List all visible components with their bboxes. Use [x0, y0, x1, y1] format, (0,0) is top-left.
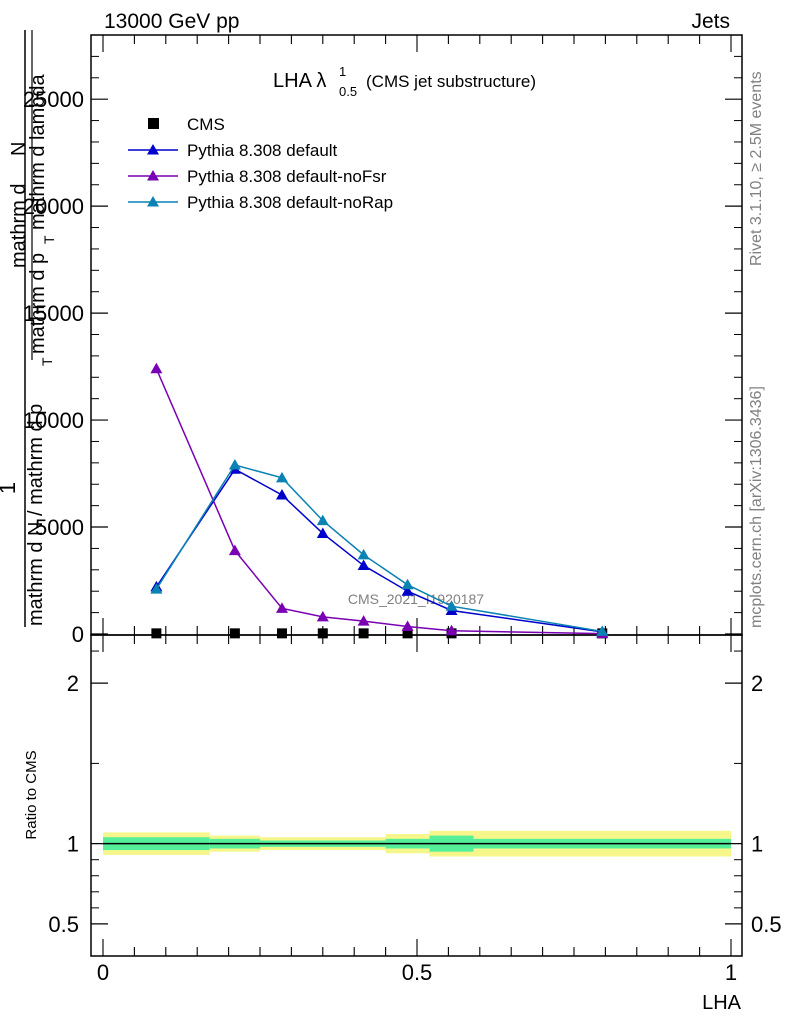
- data-point: [401, 585, 414, 596]
- main-y-label: 1 mathrm d N / mathrm d p T mathrm d N m…: [0, 30, 57, 627]
- series-pythia-8-308-default-norap: [150, 458, 609, 636]
- data-point: [357, 548, 370, 560]
- main-ytick-label: 10000: [23, 408, 84, 433]
- main-y-ticks: 0 5000 10000 15000 20000 25000: [23, 55, 742, 647]
- ratio-ytick-label-left: 0.5: [48, 912, 79, 937]
- legend-marker: [147, 170, 159, 181]
- data-point: [316, 527, 329, 538]
- plot-title-sub: 0.5: [339, 84, 357, 99]
- series-cms: [151, 628, 608, 639]
- ylabel-inner-numerator: mathrm d: [8, 184, 30, 268]
- legend-label: CMS: [187, 115, 225, 134]
- data-point-cms: [229, 628, 240, 639]
- data-point-cms: [151, 628, 162, 639]
- ratio-ytick-label-right: 2: [751, 671, 763, 696]
- ylabel-outer-denominator: mathrm d N / mathrm d p: [25, 404, 47, 626]
- legend-label: Pythia 8.308 default: [187, 141, 338, 160]
- series-pythia-8-308-default-nofsr: [150, 362, 609, 639]
- legend-marker-cms: [148, 118, 159, 129]
- legend-marker: [147, 196, 159, 207]
- plot-title: LHA λ 1 0.5 (CMS jet substructure): [273, 64, 536, 99]
- plot-title-main: LHA λ: [273, 70, 326, 92]
- ratio-frame: [90, 634, 743, 957]
- plot-title-paren: (CMS jet substructure): [366, 72, 536, 91]
- series-line: [155, 368, 603, 635]
- main-ytick-label: 25000: [23, 87, 84, 112]
- main-ytick-label: 0: [72, 622, 84, 647]
- ylabel-inner-denominator: mathrm d p: [27, 253, 49, 354]
- mcplots-label: mcplots.cern.ch [arXiv:1306.3436]: [748, 386, 765, 628]
- data-point: [150, 583, 163, 594]
- ylabel-inner-denominator-sub: T: [41, 235, 57, 244]
- ylabel-outer-numerator: 1: [0, 482, 20, 494]
- ratio-y-label: Ratio to CMS: [23, 750, 40, 839]
- series-layer: [150, 362, 609, 639]
- series-line: [155, 464, 603, 633]
- series-line: [155, 468, 603, 633]
- data-point: [316, 610, 329, 622]
- ylabel-outer-denominator-sub: T: [39, 357, 55, 366]
- xtick-label: 1: [725, 960, 737, 985]
- data-point: [401, 578, 414, 590]
- watermark: CMS_2021_I1920187: [348, 591, 484, 607]
- ylabel-inner-numerator-N: N: [8, 142, 30, 156]
- ratio-y-ticks: 0.5 0.5 1 1 2 2: [48, 650, 782, 937]
- rivet-label: Rivet 3.1.10, ≥ 2.5M events: [748, 71, 765, 266]
- data-point: [445, 600, 458, 611]
- main-ytick-label: 5000: [35, 515, 84, 540]
- xtick-label: 0.5: [402, 960, 433, 985]
- data-point: [357, 615, 370, 626]
- ratio-ytick-label-right: 1: [751, 832, 763, 857]
- data-point: [275, 471, 288, 483]
- main-ytick-label: 20000: [23, 194, 84, 219]
- data-point: [228, 544, 241, 556]
- legend: CMS Pythia 8.308 default Pythia 8.308 defa…: [128, 115, 393, 212]
- legend-marker: [147, 144, 159, 155]
- data-point: [228, 458, 241, 470]
- data-point: [275, 488, 288, 500]
- data-point: [357, 559, 370, 571]
- data-point-cms: [276, 628, 287, 639]
- data-point: [401, 620, 414, 632]
- plot-title-sup: 1: [339, 64, 346, 79]
- legend-label: Pythia 8.308 default-noRap: [187, 193, 393, 212]
- data-point: [316, 514, 329, 526]
- xtick-label: 0: [97, 960, 109, 985]
- x-axis-label: LHA: [702, 992, 742, 1014]
- data-point: [596, 625, 609, 636]
- ratio-ytick-label-left: 1: [67, 832, 79, 857]
- header-left: 13000 GeV pp: [104, 10, 239, 33]
- data-point-cms: [317, 628, 328, 639]
- data-point-cms: [358, 628, 369, 639]
- ratio-ytick-label-left: 2: [67, 671, 79, 696]
- data-point: [445, 624, 458, 636]
- legend-label: Pythia 8.308 default-noFsr: [187, 167, 387, 186]
- main-ytick-label: 15000: [23, 301, 84, 326]
- x-ticks: 0 0.5 1: [97, 35, 737, 985]
- data-point: [150, 362, 163, 374]
- data-point-cms: [402, 628, 413, 639]
- header-right: Jets: [691, 10, 730, 33]
- ratio-ytick-label-right: 0.5: [751, 912, 782, 937]
- data-point: [275, 602, 288, 613]
- ylabel-inner-denominator-tail: mathrm d lambda: [27, 74, 49, 230]
